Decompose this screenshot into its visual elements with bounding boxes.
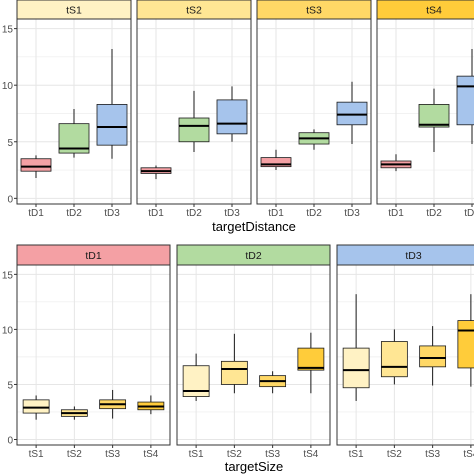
- box-tS4: [457, 320, 474, 369]
- facet-panel-tD1: tD1 tS1 tS2 tS3 tS4: [16, 244, 171, 460]
- facet-panel-tS3: tS3 tD1 tD2 tD3: [256, 0, 372, 219]
- x-tick-label: tD1: [148, 208, 164, 219]
- facet-strip-label: tD2: [245, 250, 262, 262]
- x-tick-label: tS4: [303, 449, 318, 460]
- facet-strip-label: tD3: [405, 250, 422, 262]
- y-tick-label: 10: [2, 81, 14, 92]
- y-tick-label: 15: [2, 25, 14, 36]
- box-tS3: [419, 345, 447, 368]
- x-tick-label: tS3: [265, 449, 280, 460]
- box-tS2: [220, 360, 248, 385]
- panel-background: [17, 265, 170, 445]
- y-tick-label: 10: [2, 325, 14, 336]
- box-tD2: [418, 104, 450, 128]
- panel-border: [336, 264, 474, 446]
- x-tick-label: tD3: [224, 208, 240, 219]
- x-tick-label: tD1: [268, 208, 284, 219]
- x-tick-label: tS4: [463, 449, 474, 460]
- box-tS4: [297, 347, 325, 371]
- facet-strip-label: tS1: [66, 5, 82, 17]
- facet-strip-label: tD1: [85, 250, 102, 262]
- x-tick-label: tD1: [28, 208, 44, 219]
- x-tick-label: tD2: [66, 208, 82, 219]
- panel-border: [16, 264, 171, 446]
- facet-panel-tS1: tS1 tD1 tD2 tD3: [16, 0, 132, 219]
- y-tick-label: 0: [7, 435, 13, 446]
- box-tS1: [342, 347, 370, 389]
- box-tD2: [178, 117, 210, 143]
- x-tick-label: tD2: [186, 208, 202, 219]
- x-tick-label: tS4: [143, 449, 158, 460]
- y-tick-label: 0: [7, 194, 13, 205]
- y-tick-label: 5: [7, 380, 13, 391]
- box-tD3: [216, 99, 248, 135]
- x-tick-label: tS2: [67, 449, 82, 460]
- box-tS1: [22, 399, 50, 414]
- x-tick-label: tD3: [104, 208, 120, 219]
- x-tick-label: tD2: [306, 208, 322, 219]
- x-tick-label: tS1: [189, 449, 204, 460]
- panel-border: [176, 264, 331, 446]
- bottom-x-axis-title: targetSize: [225, 459, 284, 474]
- x-tick-label: tS3: [425, 449, 440, 460]
- x-tick-label: tD2: [426, 208, 442, 219]
- box-tD3: [456, 75, 474, 126]
- x-tick-label: tD3: [344, 208, 360, 219]
- facet-strip-label: tS3: [306, 5, 322, 17]
- box-tD1: [260, 157, 292, 168]
- facet-panel-tS2: tS2 tD1 tD2 tD3: [136, 0, 252, 219]
- y-tick-label: 5: [7, 138, 13, 149]
- box-tD3: [96, 104, 128, 146]
- box-tD3: [336, 101, 368, 126]
- x-tick-label: tS1: [29, 449, 44, 460]
- x-tick-label: tS2: [387, 449, 402, 460]
- x-tick-label: tD3: [464, 208, 474, 219]
- x-tick-label: tD1: [388, 208, 404, 219]
- facet-panel-tD2: tD2 tS1 tS2 tS3 tS4: [176, 244, 331, 460]
- top-x-axis-title: targetDistance: [212, 219, 296, 234]
- facet-strip-label: tS2: [186, 5, 202, 17]
- facet-panel-tD3: tD3 tS1 tS2 tS3 tS4: [336, 244, 474, 460]
- box-tS2: [380, 341, 408, 378]
- box-tD1: [20, 158, 52, 172]
- facet-panel-tS4: tS4 tD1 tD2 tD3: [376, 0, 474, 219]
- x-tick-label: tS3: [105, 449, 120, 460]
- x-tick-label: tS1: [349, 449, 364, 460]
- facet-strip-label: tS4: [426, 5, 442, 17]
- x-tick-label: tS2: [227, 449, 242, 460]
- y-tick-label: 15: [2, 270, 14, 281]
